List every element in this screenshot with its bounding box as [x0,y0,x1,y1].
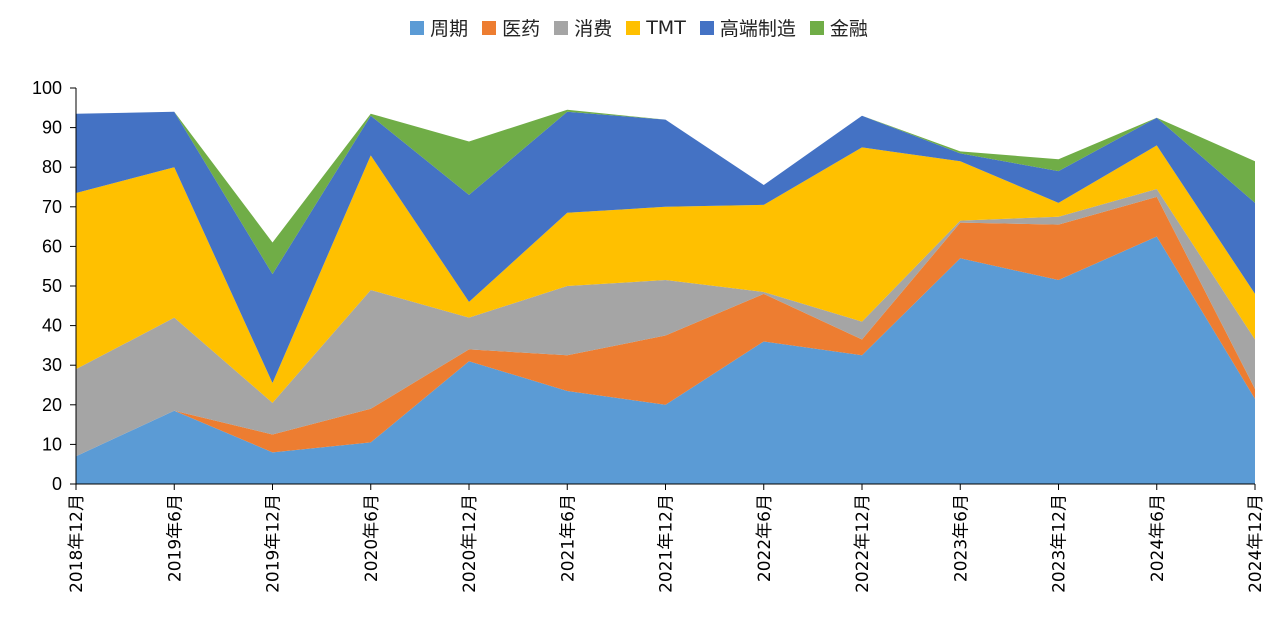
x-tick-label: 2019年12月 [264,494,284,593]
legend-item-2: 消费 [554,14,612,41]
legend-item-0: 周期 [410,14,468,41]
legend: 周期 医药 消费 TMT 高端制造 金融 [0,14,1278,41]
legend-swatch [626,20,641,35]
legend-item-3: TMT [626,14,686,41]
legend-label: 金融 [829,18,868,40]
legend-item-4: 高端制造 [699,14,796,41]
y-tick-label: 0 [52,474,62,494]
area-series-5 [76,109,1255,275]
x-tick-label: 2023年12月 [1050,494,1070,593]
area-series-3 [76,145,1255,403]
area-series-2 [76,188,1255,457]
x-tick-label: 2021年6月 [558,494,578,582]
y-tick-label: 60 [42,236,62,256]
legend-swatch [699,20,714,35]
legend-swatch [554,20,569,35]
x-tick-label: 2023年6月 [951,494,971,582]
legend-swatch [482,20,497,35]
legend-item-5: 金融 [809,14,868,41]
y-tick-label: 30 [42,355,62,375]
y-tick-label: 50 [42,276,62,296]
legend-swatch [809,20,824,35]
x-tick-label: 2018年12月 [67,494,87,593]
x-tick-label: 2022年12月 [853,494,873,593]
y-tick-label: 10 [42,434,62,454]
y-tick-label: 20 [42,395,62,415]
x-tick-label: 2019年6月 [165,494,185,582]
x-tick-label: 2021年12月 [657,494,677,593]
area-series-1 [76,196,1255,457]
legend-item-1: 医药 [482,14,540,41]
y-tick-label: 100 [32,78,62,98]
legend-swatch [410,20,425,35]
legend-label: 周期 [430,18,469,40]
x-tick-label: 2024年6月 [1148,494,1168,582]
legend-label: 消费 [574,18,613,40]
x-tick-label: 2024年12月 [1246,494,1266,593]
y-tick-label: 90 [42,118,62,138]
x-tick-label: 2020年12月 [460,494,480,593]
x-tick-label: 2020年6月 [362,494,382,582]
area-series-4 [76,111,1255,384]
legend-label: TMT [646,16,686,39]
y-tick-label: 80 [42,157,62,177]
legend-label: 高端制造 [719,18,796,40]
y-tick-label: 40 [42,316,62,336]
y-tick-label: 70 [42,197,62,217]
area-series-0 [76,236,1255,484]
x-tick-label: 2022年6月 [755,494,775,582]
legend-label: 医药 [502,18,541,40]
